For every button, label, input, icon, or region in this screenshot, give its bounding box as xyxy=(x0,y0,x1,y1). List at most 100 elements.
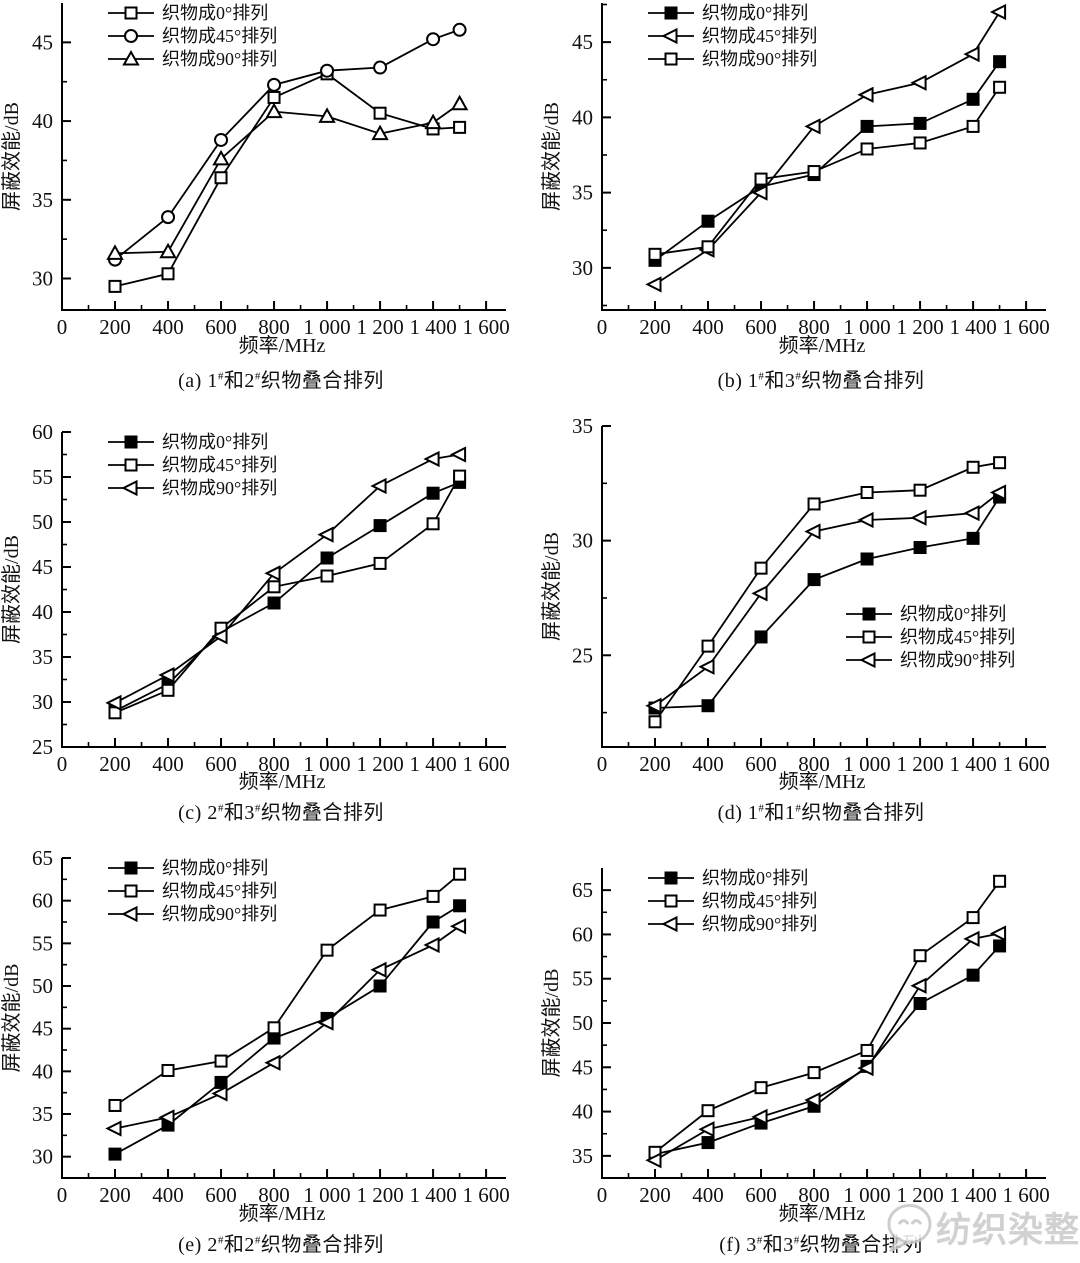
svg-text:织物成90°排列: 织物成90°排列 xyxy=(162,478,277,498)
svg-text:40: 40 xyxy=(32,600,53,624)
svg-text:0: 0 xyxy=(597,1183,608,1207)
svg-text:0: 0 xyxy=(57,752,68,776)
svg-text:35: 35 xyxy=(32,645,53,669)
svg-text:35: 35 xyxy=(32,188,53,212)
svg-text:1 200: 1 200 xyxy=(356,315,403,339)
chart-e-caption: (e) 2#和2#织物叠合排列 xyxy=(178,1234,384,1256)
svg-text:屏蔽效能/dB: 屏蔽效能/dB xyxy=(540,532,563,641)
svg-text:600: 600 xyxy=(745,752,777,776)
svg-text:1 200: 1 200 xyxy=(356,1183,403,1207)
svg-text:1 400: 1 400 xyxy=(949,752,996,776)
svg-text:40: 40 xyxy=(32,1059,53,1083)
chart-b: 0 200 400 600 800 1 000 1 200 1 400 1 600 30 35 40 4… xyxy=(540,0,1080,400)
svg-text:织物成90°排列: 织物成90°排列 xyxy=(702,49,817,69)
svg-text:织物成0°排列: 织物成0°排列 xyxy=(702,868,808,888)
chart-c-canvas: 0 200 400 600 800 1 000 1 200 1 400 1 600 25 30 35 4… xyxy=(0,420,510,793)
svg-text:30: 30 xyxy=(572,256,593,280)
chart-a: 0 200 400 600 800 1 000 1 200 1 400 1 600 30 35 40 4… xyxy=(0,0,540,400)
svg-text:45: 45 xyxy=(32,1017,53,1041)
svg-text:织物成90°排列: 织物成90°排列 xyxy=(900,650,1015,670)
svg-text:1 000: 1 000 xyxy=(303,315,350,339)
chart-d-caption: (d) 1#和1#织物叠合排列 xyxy=(717,802,925,824)
svg-text:1 200: 1 200 xyxy=(356,752,403,776)
svg-text:50: 50 xyxy=(572,1011,593,1035)
svg-text:200: 200 xyxy=(99,752,131,776)
svg-text:200: 200 xyxy=(99,1183,131,1207)
svg-text:1 200: 1 200 xyxy=(896,1183,943,1207)
chart-b-canvas: 0 200 400 600 800 1 000 1 200 1 400 1 600 30 35 40 4… xyxy=(540,3,1050,357)
svg-text:45: 45 xyxy=(32,555,53,579)
chart-f: 0 200 400 600 800 1 000 1 200 1 400 1 600 35 40 45 5… xyxy=(540,830,1080,1263)
svg-text:织物成0°排列: 织物成0°排列 xyxy=(702,3,808,23)
svg-text:屏蔽效能/dB: 屏蔽效能/dB xyxy=(540,102,563,211)
svg-text:800: 800 xyxy=(258,752,290,776)
svg-text:频率/MHz: 频率/MHz xyxy=(779,770,866,793)
svg-text:35: 35 xyxy=(572,414,593,438)
svg-text:1 000: 1 000 xyxy=(843,315,890,339)
svg-text:55: 55 xyxy=(32,465,53,489)
svg-text:45: 45 xyxy=(32,30,53,54)
svg-text:1 200: 1 200 xyxy=(896,315,943,339)
svg-text:800: 800 xyxy=(258,1183,290,1207)
svg-text:织物成45°排列: 织物成45°排列 xyxy=(900,627,1015,647)
svg-text:30: 30 xyxy=(32,690,53,714)
chart-a-canvas: 0 200 400 600 800 1 000 1 200 1 400 1 600 30 35 40 4… xyxy=(0,3,510,357)
chart-c-caption: (c) 2#和3#织物叠合排列 xyxy=(178,802,384,824)
svg-text:频率/MHz: 频率/MHz xyxy=(779,334,866,357)
svg-text:织物成90°排列: 织物成90°排列 xyxy=(702,914,817,934)
svg-text:400: 400 xyxy=(692,752,724,776)
svg-text:200: 200 xyxy=(99,315,131,339)
svg-text:35: 35 xyxy=(32,1102,53,1126)
svg-text:600: 600 xyxy=(205,1183,237,1207)
svg-text:800: 800 xyxy=(798,315,830,339)
svg-text:200: 200 xyxy=(639,315,671,339)
svg-text:屏蔽效能/dB: 屏蔽效能/dB xyxy=(0,964,23,1073)
chart-a-caption: (a) 1#和2#织物叠合排列 xyxy=(178,370,384,392)
chart-e-canvas: 0 200 400 600 800 1 000 1 200 1 400 1 600 30 35 40 4… xyxy=(0,846,510,1225)
svg-text:30: 30 xyxy=(32,1145,53,1169)
svg-text:织物成0°排列: 织物成0°排列 xyxy=(162,858,268,878)
chart-e: 0 200 400 600 800 1 000 1 200 1 400 1 600 30 35 40 4… xyxy=(0,830,540,1263)
svg-text:40: 40 xyxy=(572,105,593,129)
svg-text:1 200: 1 200 xyxy=(896,752,943,776)
svg-text:1 600: 1 600 xyxy=(462,752,509,776)
svg-text:400: 400 xyxy=(692,1183,724,1207)
svg-text:800: 800 xyxy=(798,752,830,776)
svg-text:1 400: 1 400 xyxy=(949,315,996,339)
svg-text:400: 400 xyxy=(152,315,184,339)
svg-text:400: 400 xyxy=(152,1183,184,1207)
svg-text:200: 200 xyxy=(639,752,671,776)
svg-text:1 400: 1 400 xyxy=(409,752,456,776)
svg-text:织物成0°排列: 织物成0°排列 xyxy=(162,3,268,23)
svg-text:55: 55 xyxy=(32,931,53,955)
svg-text:600: 600 xyxy=(745,1183,777,1207)
svg-text:织物成0°排列: 织物成0°排列 xyxy=(900,604,1006,624)
svg-text:40: 40 xyxy=(32,109,53,133)
chart-b-caption: (b) 1#和3#织物叠合排列 xyxy=(717,370,925,392)
svg-text:1 600: 1 600 xyxy=(462,315,509,339)
svg-text:频率/MHz: 频率/MHz xyxy=(239,770,326,793)
svg-text:1 600: 1 600 xyxy=(1002,315,1049,339)
svg-text:织物成90°排列: 织物成90°排列 xyxy=(162,49,277,69)
svg-text:45: 45 xyxy=(572,30,593,54)
svg-text:600: 600 xyxy=(205,752,237,776)
svg-text:35: 35 xyxy=(572,181,593,205)
svg-text:1 000: 1 000 xyxy=(303,1183,350,1207)
svg-text:1 600: 1 600 xyxy=(1002,752,1049,776)
svg-text:25: 25 xyxy=(32,735,53,759)
svg-text:屏蔽效能/dB: 屏蔽效能/dB xyxy=(540,969,563,1078)
svg-text:25: 25 xyxy=(572,643,593,667)
svg-text:400: 400 xyxy=(152,752,184,776)
svg-text:0: 0 xyxy=(57,1183,68,1207)
svg-text:织物成0°排列: 织物成0°排列 xyxy=(162,432,268,452)
svg-text:65: 65 xyxy=(572,878,593,902)
svg-text:35: 35 xyxy=(572,1144,593,1168)
svg-text:屏蔽效能/dB: 屏蔽效能/dB xyxy=(0,535,23,644)
svg-text:200: 200 xyxy=(639,1183,671,1207)
svg-text:织物成45°排列: 织物成45°排列 xyxy=(162,26,277,46)
svg-text:频率/MHz: 频率/MHz xyxy=(239,334,326,357)
svg-text:800: 800 xyxy=(258,315,290,339)
svg-text:60: 60 xyxy=(32,420,53,444)
